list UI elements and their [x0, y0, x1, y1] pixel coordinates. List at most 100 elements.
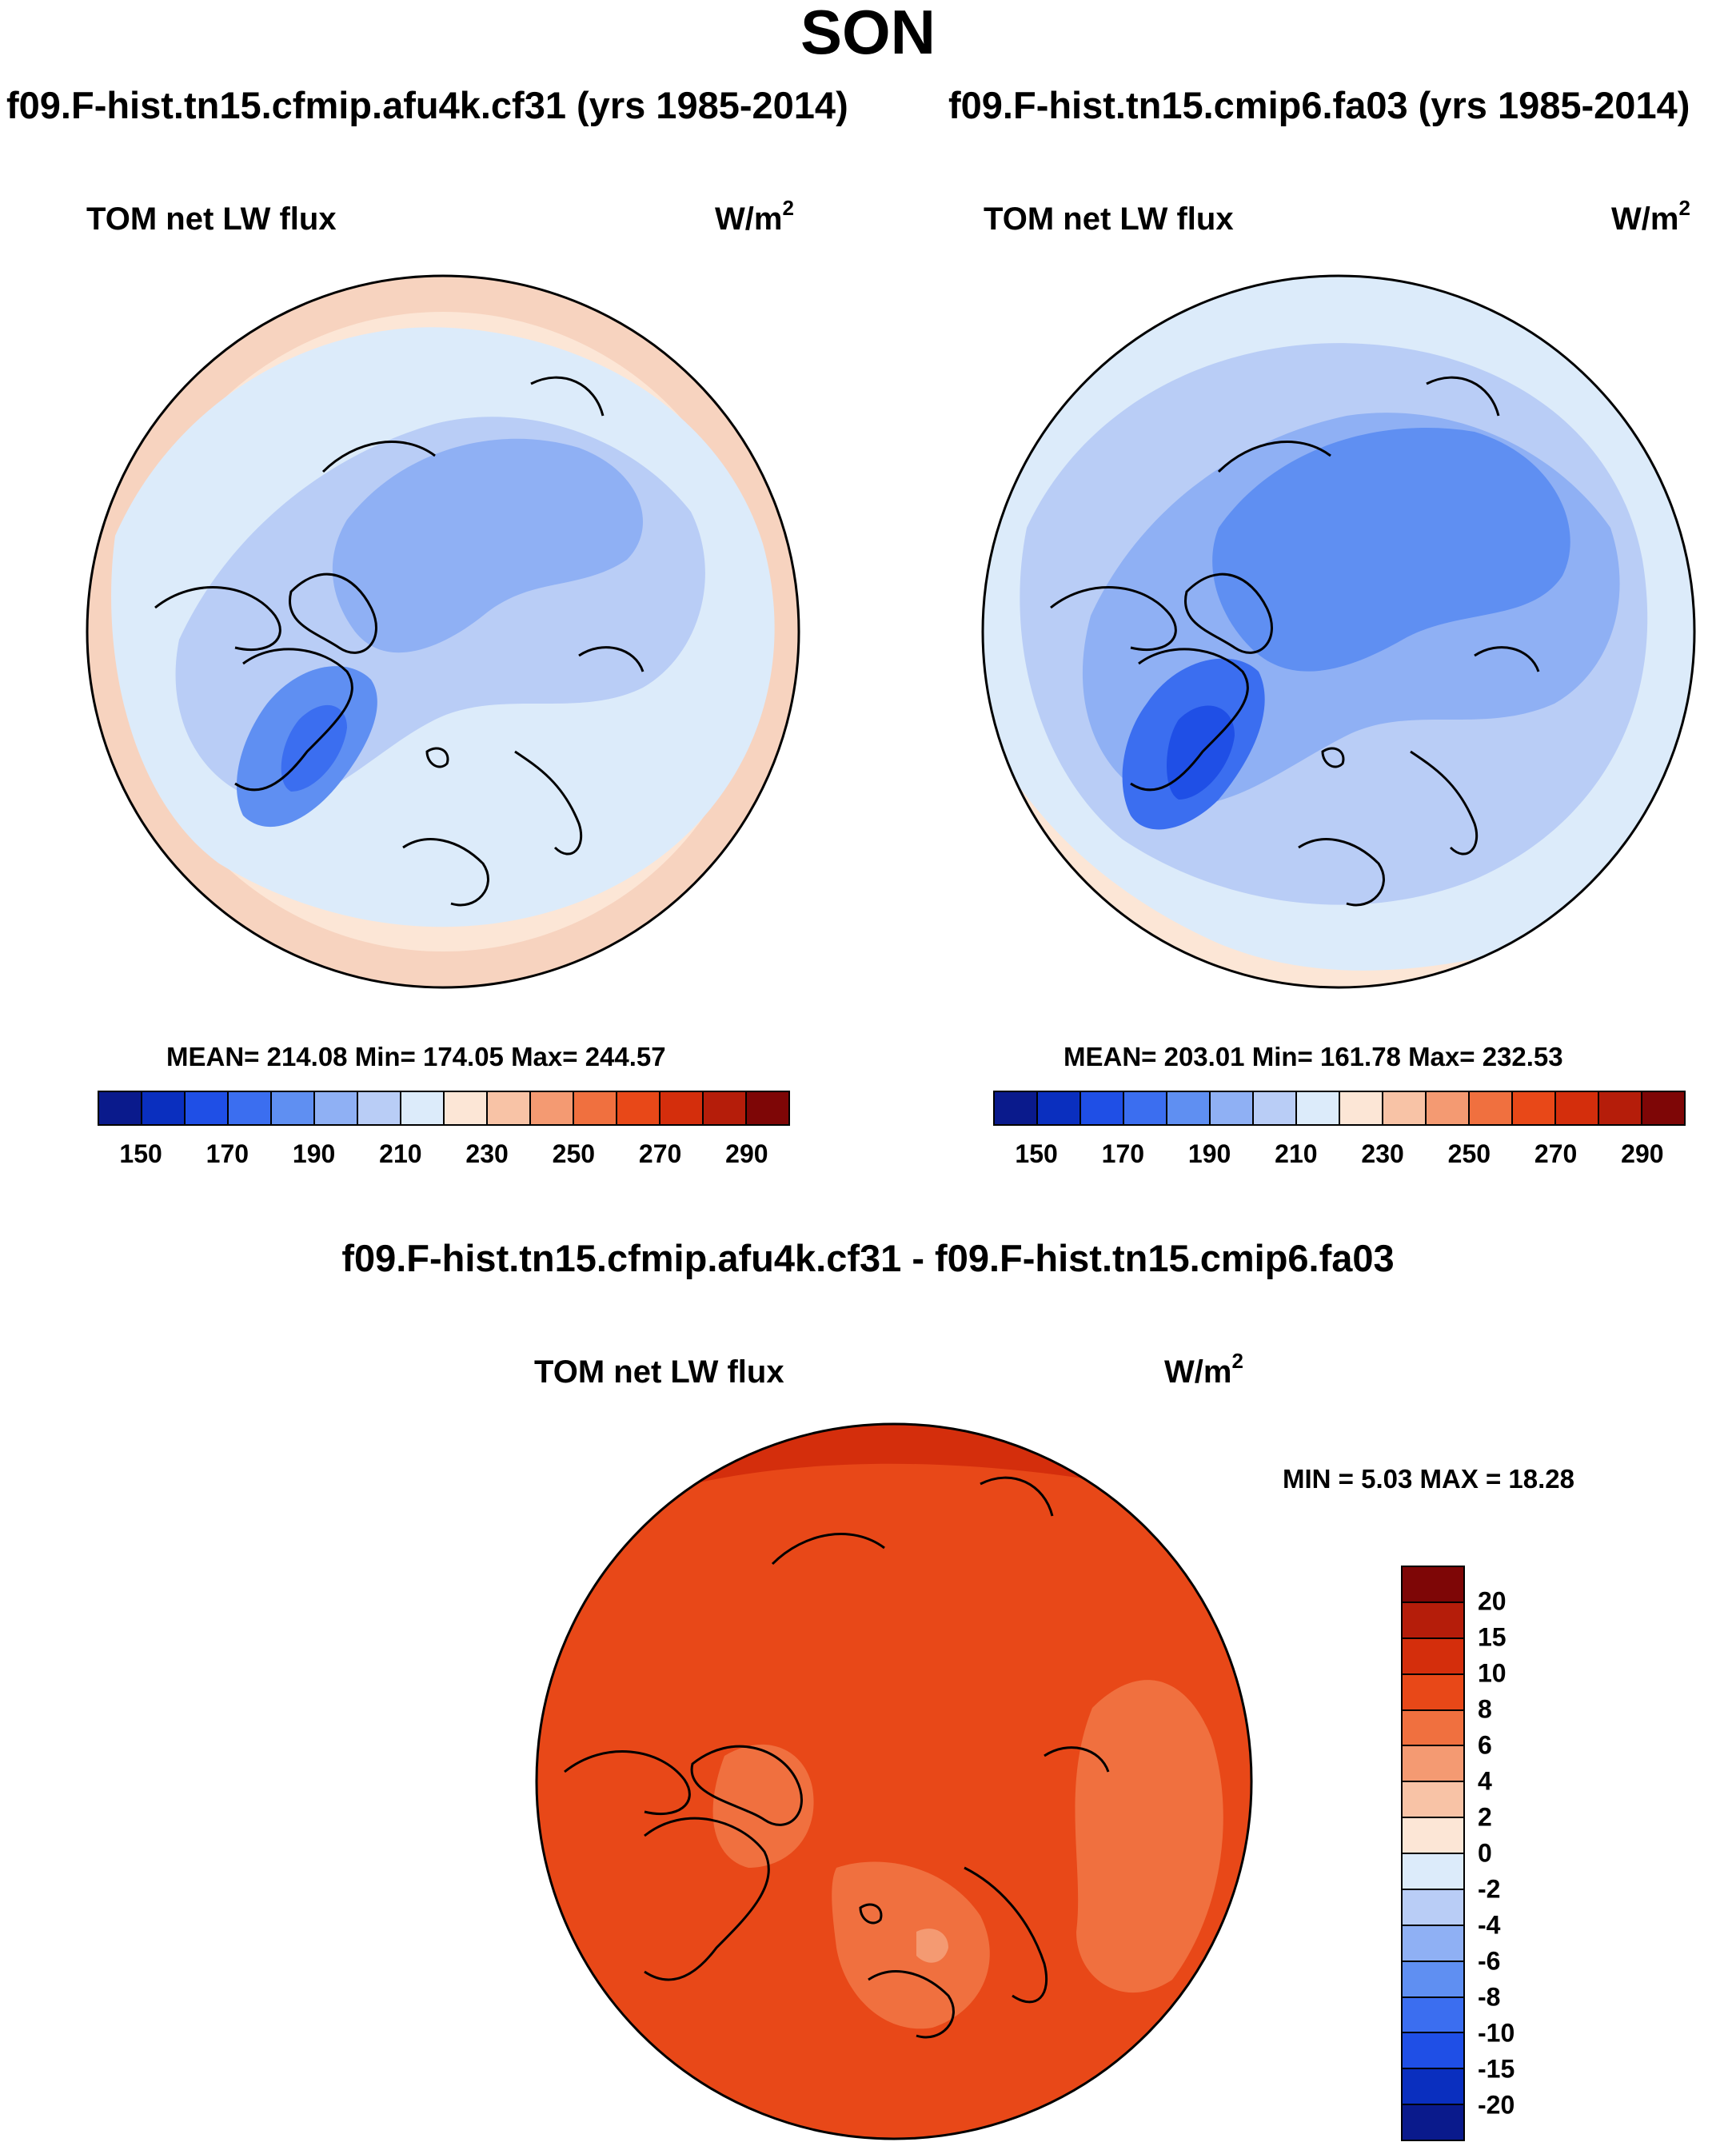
right-variable-title: TOM net LW flux	[984, 201, 1234, 237]
left-colorbar-swatch	[445, 1092, 488, 1124]
left-colorbar-swatch	[142, 1092, 186, 1124]
diff-colorbar-swatch	[1403, 1782, 1463, 1819]
left-colorbar-tick-label: 150	[119, 1139, 162, 1168]
diff-colorbar-tick-label: 10	[1478, 1658, 1507, 1688]
left-colorbar-tick-label: 290	[725, 1139, 768, 1168]
left-case-title: f09.F-hist.tn15.cfmip.afu4k.cf31 (yrs 19…	[6, 84, 848, 126]
right-colorbar-tick-label: 230	[1361, 1139, 1404, 1168]
left-map-arctic-blue-zone	[332, 438, 643, 653]
left-colorbar-swatch	[531, 1092, 574, 1124]
right-colorbar-swatch	[1167, 1092, 1211, 1124]
right-units: W/m2	[1611, 196, 1690, 237]
right-map-arctic-blue-zone	[1212, 428, 1570, 672]
left-colorbar-tick-label: 170	[206, 1139, 249, 1168]
right-colorbar	[993, 1091, 1686, 1126]
left-colorbar-swatch	[617, 1092, 660, 1124]
left-colorbar-swatch	[186, 1092, 229, 1124]
right-colorbar-tick-label: 290	[1621, 1139, 1664, 1168]
left-colorbar-swatch	[358, 1092, 401, 1124]
diff-colorbar-swatch	[1403, 1818, 1463, 1854]
right-colorbar-swatch	[1383, 1092, 1427, 1124]
right-coastlines	[1050, 376, 1540, 907]
diff-colorbar-tick-label: -20	[1478, 2090, 1515, 2120]
right-colorbar-labels: 150 170 190 210 230 250 270 290	[993, 1139, 1686, 1171]
diff-colorbar-swatch	[1403, 1925, 1463, 1962]
left-colorbar-swatch	[747, 1092, 788, 1124]
diff-coastlines	[564, 1476, 1110, 2039]
left-coastlines	[154, 376, 645, 907]
diff-colorbar-labels: 20 15 10 8 6 4 2 0 -2 -4 -6 -8 -10 -15 -20	[1478, 1566, 1590, 2141]
left-colorbar-swatch	[574, 1092, 617, 1124]
left-colorbar-swatch	[229, 1092, 272, 1124]
right-colorbar-swatch	[1427, 1092, 1470, 1124]
right-colorbar-swatch	[1556, 1092, 1599, 1124]
diff-colorbar-swatch	[1403, 1889, 1463, 1926]
left-colorbar-tick-label: 250	[552, 1139, 596, 1168]
diff-colorbar-tick-label: -2	[1478, 1874, 1501, 1904]
right-colorbar-swatch	[1340, 1092, 1383, 1124]
left-colorbar-swatch	[99, 1092, 142, 1124]
diff-colorbar-tick-label: -10	[1478, 2018, 1515, 2048]
diff-variable-title: TOM net LW flux	[534, 1354, 784, 1390]
diff-map-east-warm-zone	[1075, 1680, 1223, 1993]
diff-colorbar-tick-label: 6	[1478, 1730, 1492, 1760]
diff-case-title: f09.F-hist.tn15.cfmip.afu4k.cf31 - f09.F…	[341, 1237, 1395, 1279]
right-stats: MEAN= 203.01 Min= 161.78 Max= 232.53	[1064, 1042, 1563, 1071]
diff-map-boundary	[535, 1422, 1253, 2140]
diff-colorbar-swatch	[1403, 1638, 1463, 1675]
left-colorbar-tick-label: 270	[638, 1139, 682, 1168]
right-colorbar-swatch	[1038, 1092, 1081, 1124]
diff-colorbar-swatch	[1403, 1602, 1463, 1639]
diff-colorbar-tick-label: -8	[1478, 1982, 1501, 2012]
diff-colorbar-tick-label: -6	[1478, 1946, 1501, 1976]
right-colorbar-tick-label: 210	[1275, 1139, 1318, 1168]
diff-colorbar-swatch	[1403, 1674, 1463, 1711]
diff-units: W/m2	[1164, 1349, 1243, 1390]
left-stats: MEAN= 214.08 Min= 174.05 Max= 244.57	[166, 1042, 666, 1071]
diff-stats: MIN = 5.03 MAX = 18.28	[1283, 1464, 1575, 1494]
left-colorbar-swatch	[660, 1092, 704, 1124]
right-colorbar-tick-label: 190	[1187, 1139, 1231, 1168]
left-colorbar-swatch	[401, 1092, 445, 1124]
diff-colorbar-swatch	[1403, 1710, 1463, 1747]
left-colorbar-swatch	[272, 1092, 315, 1124]
diff-colorbar-tick-label: 2	[1478, 1802, 1492, 1832]
diff-colorbar-tick-label: -4	[1478, 1910, 1501, 1940]
diff-colorbar-swatch	[1403, 1746, 1463, 1783]
diff-colorbar-tick-label: 15	[1478, 1622, 1507, 1652]
left-map-boundary	[86, 274, 800, 989]
right-colorbar-swatch	[1513, 1092, 1556, 1124]
diff-colorbar-swatch	[1403, 1854, 1463, 1890]
right-colorbar-swatch	[1470, 1092, 1513, 1124]
diff-colorbar-tick-label: -15	[1478, 2054, 1515, 2084]
diff-colorbar-tick-label: 8	[1478, 1694, 1492, 1724]
left-colorbar-labels: 150 170 190 210 230 250 270 290	[98, 1139, 790, 1171]
right-colorbar-swatch	[1254, 1092, 1297, 1124]
diff-polar-map	[535, 1422, 1253, 2140]
right-colorbar-swatch	[1211, 1092, 1254, 1124]
diff-map-local-max	[916, 1929, 948, 1963]
figure-title: SON	[800, 0, 936, 67]
left-colorbar	[98, 1091, 790, 1126]
right-colorbar-tick-label: 250	[1447, 1139, 1491, 1168]
diff-map-greenland-zone	[712, 1744, 814, 1868]
left-colorbar-swatch	[315, 1092, 358, 1124]
diff-colorbar-swatch	[1403, 2033, 1463, 2070]
left-colorbar-tick-label: 230	[465, 1139, 509, 1168]
left-colorbar-tick-label: 190	[292, 1139, 336, 1168]
diff-colorbar-tick-label: 20	[1478, 1586, 1507, 1616]
right-map-boundary	[981, 274, 1696, 989]
right-colorbar-swatch	[1599, 1092, 1642, 1124]
right-colorbar-swatch	[1297, 1092, 1340, 1124]
diff-colorbar-swatch	[1403, 2069, 1463, 2106]
right-colorbar-tick-label: 270	[1534, 1139, 1578, 1168]
right-colorbar-swatch	[1642, 1092, 1684, 1124]
diff-colorbar-swatch	[1403, 2105, 1463, 2140]
diff-colorbar	[1401, 1566, 1465, 2141]
diff-colorbar-swatch	[1403, 1567, 1463, 1603]
left-polar-map	[86, 274, 800, 989]
right-case-title: f09.F-hist.tn15.cmip6.fa03 (yrs 1985-201…	[948, 84, 1690, 126]
right-colorbar-tick-label: 170	[1101, 1139, 1145, 1168]
diff-colorbar-swatch	[1403, 1961, 1463, 1998]
right-colorbar-swatch	[995, 1092, 1038, 1124]
